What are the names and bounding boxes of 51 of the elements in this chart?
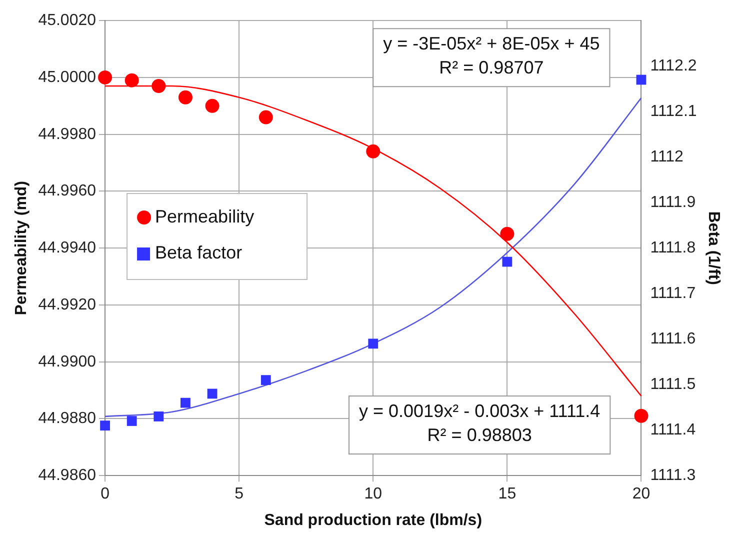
- y-axis-title: Permeability (md): [13, 180, 30, 316]
- y-tick-label: 44.9880: [38, 410, 96, 428]
- annotation: y = 0.0019x² - 0.003x + 1111.4: [359, 400, 600, 421]
- x-axis-title: Sand production rate (lbm/s): [264, 512, 482, 529]
- y2-tick-label: 1111.5: [650, 376, 696, 394]
- point: [100, 420, 110, 430]
- point: [126, 416, 137, 426]
- y-tick-label: 45.0020: [38, 12, 96, 30]
- y2-tick-label: 1111.3: [650, 467, 696, 484]
- y-tick-label: 44.9860: [38, 467, 96, 484]
- point: [152, 79, 166, 94]
- y2-tick-label: 1112.1: [650, 103, 697, 120]
- x-tick-label: 0: [100, 486, 110, 503]
- point: [502, 256, 512, 267]
- point: [205, 98, 220, 113]
- point: [180, 398, 190, 408]
- point: [634, 408, 648, 423]
- x-tick-label: 15: [498, 486, 516, 503]
- point: [368, 338, 378, 349]
- legend-label: Beta factor: [155, 242, 242, 262]
- point: [500, 226, 514, 241]
- y2-tick-label: 1112.2: [650, 58, 697, 75]
- y-tick-label: 44.9900: [38, 353, 96, 370]
- point: [207, 388, 218, 399]
- annotation: R² = 0.98803: [427, 424, 532, 445]
- y2-tick-label: 1111.4: [650, 422, 696, 439]
- y-tick-label: 44.9940: [38, 240, 96, 257]
- point: [636, 74, 646, 85]
- y2-tick-label: 1111.6: [650, 330, 696, 348]
- x-tick-label: 5: [234, 486, 244, 503]
- annotation: y = -3E-05x² + 8E-05x + 45: [383, 34, 600, 54]
- point: [154, 412, 164, 422]
- point: [258, 110, 273, 124]
- y-tick-label: 44.9920: [38, 296, 96, 314]
- y2-tick-label: 1111.8: [650, 240, 696, 257]
- y-tick-label: 44.9960: [38, 182, 96, 200]
- x-tick-label: 10: [364, 486, 382, 503]
- y2-axis-title: Beta (1/ft): [704, 211, 722, 285]
- y2-tick-label: 1111.7: [650, 285, 696, 302]
- y-tick-label: 45.0000: [38, 68, 96, 86]
- point: [124, 73, 139, 88]
- y2-tick-label: 1111.9: [650, 194, 696, 212]
- point: [98, 70, 112, 84]
- y2-tick-label: 1112: [650, 148, 684, 166]
- point: [366, 144, 380, 158]
- x-tick-label: 20: [632, 486, 650, 503]
- annotation: R² = 0.98707: [439, 58, 544, 78]
- y-tick-label: 44.9980: [38, 126, 96, 143]
- point: [260, 375, 271, 385]
- legend-label: Permeability: [155, 206, 254, 226]
- point: [178, 90, 192, 104]
